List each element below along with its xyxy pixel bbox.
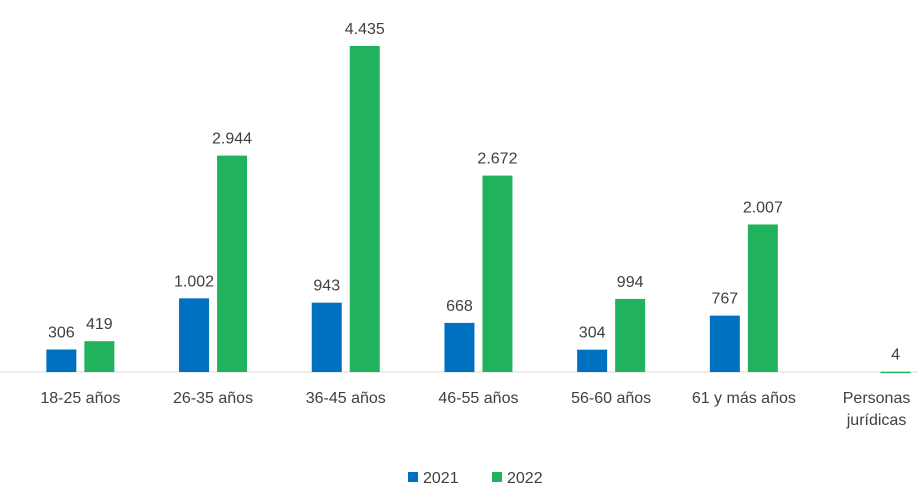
legend-label: 2022 — [507, 470, 543, 487]
value-label: 306 — [48, 325, 75, 342]
value-label: 994 — [617, 274, 644, 291]
bar — [577, 349, 608, 372]
bar — [84, 341, 115, 372]
bar — [482, 175, 513, 372]
legend-swatch — [408, 472, 418, 482]
value-label: 943 — [313, 278, 340, 295]
x-tick-label: 36-45 años — [305, 390, 386, 407]
legend-swatch — [492, 472, 502, 482]
bar — [615, 298, 646, 372]
bar — [349, 46, 380, 372]
bar — [179, 298, 210, 372]
x-tick-label: 46-55 años — [438, 390, 519, 407]
legend-label: 2021 — [423, 470, 459, 487]
bar — [880, 371, 911, 374]
bar — [709, 315, 740, 372]
x-tick-label: 61 y más años — [691, 390, 796, 407]
value-label: 2.007 — [743, 199, 783, 216]
value-label: 668 — [446, 298, 473, 315]
bar — [444, 322, 475, 372]
x-tick-label: 56-60 años — [571, 390, 652, 407]
bar — [311, 302, 342, 372]
bar — [46, 349, 77, 372]
bar — [747, 224, 778, 372]
value-label: 4.435 — [345, 21, 385, 38]
value-label: 304 — [579, 325, 606, 342]
x-tick-label: Personas jurídicas — [842, 390, 911, 429]
value-label: 767 — [711, 291, 738, 308]
x-tick-label: 18-25 años — [40, 390, 121, 407]
value-label: 1.002 — [174, 273, 214, 290]
value-label: 2.944 — [212, 131, 252, 148]
x-tick-label: 26-35 años — [173, 390, 254, 407]
value-label: 419 — [86, 316, 113, 333]
value-label: 4 — [891, 347, 900, 364]
value-label: 2.672 — [477, 151, 517, 168]
bar — [217, 155, 248, 372]
